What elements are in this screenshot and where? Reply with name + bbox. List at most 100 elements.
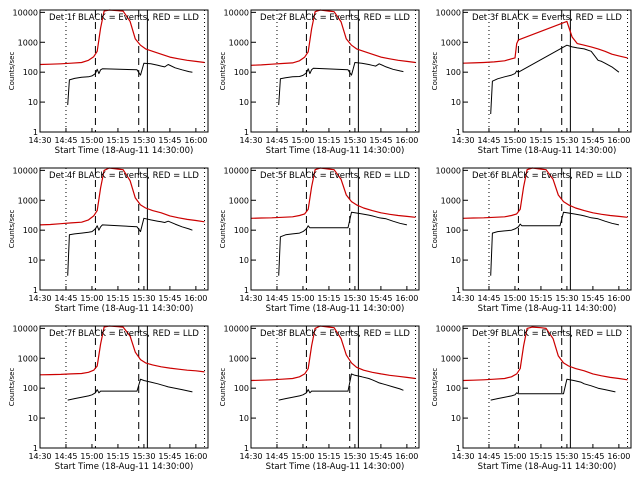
- y-tick-label: 10: [451, 98, 461, 107]
- x-tick-label: 16:00: [607, 136, 630, 145]
- plot-frame: [39, 9, 209, 133]
- x-axis-label: Start Time (18-Aug-11 14:30:00): [266, 146, 405, 156]
- x-tick-label: 15:15: [529, 294, 552, 303]
- x-tick-label: 15:45: [581, 294, 604, 303]
- x-tick-label: 14:45: [54, 452, 77, 461]
- detector-panel-3: 14:30 14:45 15:00 15:15 15:30 15:45 16:00 1 10 10…: [431, 8, 632, 156]
- y-tick-label: 10: [451, 256, 461, 265]
- y-tick-label: 100: [234, 384, 249, 393]
- x-tick-label: 15:30: [132, 452, 155, 461]
- lld-series-line: [462, 167, 628, 219]
- x-tick-label: 16:00: [395, 452, 418, 461]
- y-axis-label: Counts/sec: [8, 52, 16, 91]
- y-axis-label: Counts/sec: [431, 52, 439, 91]
- y-axis-label: Counts/sec: [219, 368, 227, 407]
- events-series-line: [278, 373, 404, 401]
- y-tick-label: 1000: [229, 196, 249, 205]
- x-tick-label: 15:30: [555, 294, 578, 303]
- x-tick-label: 14:45: [477, 452, 500, 461]
- events-series-line: [278, 211, 408, 276]
- x-tick-label: 14:30: [451, 452, 474, 461]
- detector-panel-2: 14:30 14:45 15:00 15:15 15:30 15:45 16:00 1 10 10…: [219, 8, 420, 156]
- y-axis-label: Counts/sec: [431, 368, 439, 407]
- panel-title: Det 8f BLACK = Events, RED = LLD: [260, 329, 410, 339]
- x-tick-label: 14:30: [451, 294, 474, 303]
- plot-frame: [250, 325, 420, 449]
- y-tick-label: 1000: [229, 354, 249, 363]
- x-tick-label: 14:45: [265, 294, 288, 303]
- x-tick-label: 15:45: [158, 294, 181, 303]
- detector-panel-1: 14:30 14:45 15:00 15:15 15:30 15:45 16:00 1 10 10…: [8, 8, 209, 156]
- x-tick-label: 14:45: [477, 136, 500, 145]
- lld-series-line: [39, 325, 205, 376]
- events-series-line: [67, 378, 193, 401]
- y-tick-label: 10: [239, 256, 249, 265]
- x-tick-label: 15:00: [80, 294, 103, 303]
- x-axis-label: Start Time (18-Aug-11 14:30:00): [266, 304, 405, 314]
- y-tick-label: 10: [239, 414, 249, 423]
- events-series-line: [490, 44, 620, 115]
- events-series-line: [67, 62, 193, 106]
- y-tick-label: 1: [456, 128, 461, 137]
- y-tick-label: 1: [33, 444, 38, 453]
- plot-frame: [462, 167, 632, 291]
- x-tick-label: 15:15: [317, 136, 340, 145]
- y-tick-label: 100: [23, 68, 38, 77]
- x-axis-label: Start Time (18-Aug-11 14:30:00): [478, 462, 617, 472]
- events-series-line: [278, 62, 404, 106]
- y-tick-label: 10: [239, 98, 249, 107]
- y-axis-label: Counts/sec: [431, 210, 439, 249]
- x-axis-label: Start Time (18-Aug-11 14:30:00): [55, 462, 194, 472]
- x-tick-label: 14:30: [28, 452, 51, 461]
- y-tick-label: 10: [28, 414, 38, 423]
- y-tick-label: 1: [244, 286, 249, 295]
- x-axis-label: Start Time (18-Aug-11 14:30:00): [55, 304, 194, 314]
- x-tick-label: 15:30: [343, 452, 366, 461]
- y-tick-label: 10000: [436, 166, 461, 175]
- panel-title: Det 1f BLACK = Events, RED = LLD: [49, 13, 199, 23]
- x-tick-label: 15:30: [555, 136, 578, 145]
- detector-panel-8: 14:30 14:45 15:00 15:15 15:30 15:45 16:00 1 10 10…: [219, 324, 420, 472]
- x-tick-label: 14:30: [28, 294, 51, 303]
- x-axis-label: Start Time (18-Aug-11 14:30:00): [266, 462, 405, 472]
- y-tick-label: 10000: [13, 8, 38, 17]
- x-tick-label: 15:45: [369, 136, 392, 145]
- x-tick-label: 15:30: [343, 136, 366, 145]
- lld-series-line: [39, 9, 205, 66]
- x-tick-label: 15:15: [106, 294, 129, 303]
- y-tick-label: 10000: [13, 166, 38, 175]
- x-tick-label: 14:30: [28, 136, 51, 145]
- plot-frame: [39, 325, 209, 449]
- y-tick-label: 10000: [436, 8, 461, 17]
- y-tick-label: 100: [23, 226, 38, 235]
- y-tick-label: 1000: [441, 196, 461, 205]
- plot-frame: [250, 167, 420, 291]
- x-tick-label: 14:45: [265, 136, 288, 145]
- x-tick-label: 15:15: [317, 452, 340, 461]
- x-tick-label: 15:15: [106, 452, 129, 461]
- x-tick-label: 15:45: [158, 136, 181, 145]
- y-axis-label: Counts/sec: [8, 368, 16, 407]
- plot-frame: [39, 167, 209, 291]
- events-series-line: [490, 211, 620, 276]
- x-tick-label: 14:45: [265, 452, 288, 461]
- detector-panel-6: 14:30 14:45 15:00 15:15 15:30 15:45 16:00 1 10 10…: [431, 166, 632, 314]
- y-tick-label: 10: [451, 414, 461, 423]
- y-tick-label: 1000: [441, 38, 461, 47]
- x-tick-label: 15:15: [106, 136, 129, 145]
- y-tick-label: 1: [456, 286, 461, 295]
- x-tick-label: 16:00: [395, 136, 418, 145]
- y-tick-label: 10000: [224, 324, 249, 333]
- panel-title: Det 6f BLACK = Events, RED = LLD: [472, 171, 622, 181]
- x-tick-label: 14:45: [477, 294, 500, 303]
- y-tick-label: 1000: [441, 354, 461, 363]
- lld-series-line: [462, 20, 628, 64]
- y-tick-label: 100: [446, 384, 461, 393]
- y-tick-label: 10000: [436, 324, 461, 333]
- detector-panel-5: 14:30 14:45 15:00 15:15 15:30 15:45 16:00 1 10 10…: [219, 166, 420, 314]
- lld-series-line: [250, 325, 416, 382]
- x-tick-label: 15:15: [317, 294, 340, 303]
- detector-panel-4: 14:30 14:45 15:00 15:15 15:30 15:45 16:00 1 10 10…: [8, 166, 209, 314]
- panel-title: Det 5f BLACK = Events, RED = LLD: [260, 171, 410, 181]
